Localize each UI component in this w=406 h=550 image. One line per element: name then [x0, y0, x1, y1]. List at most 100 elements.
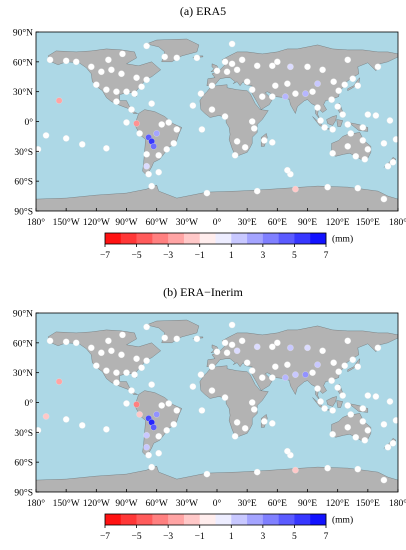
- station-marker: [243, 78, 251, 85]
- station-marker: [93, 81, 100, 88]
- colorbar-segment: [105, 514, 122, 525]
- station-marker: [241, 144, 249, 151]
- station-marker: [292, 371, 299, 378]
- lon-tick-label: 180°: [27, 498, 45, 509]
- station-marker: [374, 344, 382, 352]
- station-marker: [72, 58, 80, 66]
- station-marker: [354, 184, 362, 192]
- station-marker: [328, 96, 335, 103]
- lat-tick-label: 60°N: [13, 57, 33, 68]
- colorbar-segment: [262, 514, 279, 525]
- station-marker: [155, 168, 162, 176]
- station-marker: [193, 54, 201, 62]
- lon-tick-label: 0°: [213, 217, 222, 228]
- station-marker: [302, 371, 309, 378]
- station-marker: [223, 68, 231, 76]
- station-marker: [133, 74, 140, 81]
- lon-tick-label: 180°: [389, 498, 406, 509]
- station-marker: [248, 86, 256, 93]
- station-marker: [103, 426, 110, 433]
- station-marker: [344, 56, 351, 64]
- colorbar: −7 −5 −3 −1 1 3 5 7(mm): [100, 513, 353, 542]
- colorbar-segment: [231, 514, 248, 525]
- station-marker: [335, 368, 342, 375]
- station-marker: [55, 97, 63, 104]
- station-marker: [36, 146, 42, 153]
- panel-a-title: (a) ERA5: [179, 4, 227, 18]
- lon-tick-label: 90°W: [115, 498, 137, 509]
- landmass: [326, 115, 337, 126]
- station-marker: [261, 137, 268, 144]
- station-marker: [329, 150, 336, 157]
- lon-tick-label: 30°E: [238, 217, 257, 228]
- station-marker: [392, 417, 398, 424]
- colorbar-tick-label: 3: [260, 532, 265, 542]
- station-marker: [213, 348, 221, 356]
- lon-tick-label: 60°E: [268, 498, 287, 509]
- station-marker: [253, 468, 261, 476]
- station-marker: [389, 159, 397, 166]
- colorbar-tick-label: −7: [100, 251, 110, 261]
- colorbar-tick-label: −7: [100, 532, 110, 542]
- station-marker: [284, 166, 291, 174]
- station-marker: [372, 393, 380, 400]
- station-marker: [193, 335, 201, 343]
- station-marker: [197, 371, 205, 378]
- lon-tick-label: 120°W: [83, 498, 110, 509]
- station-marker: [221, 113, 229, 120]
- station-marker: [103, 145, 110, 152]
- colorbar-segment: [199, 514, 216, 525]
- landmass: [47, 48, 161, 114]
- station-marker: [344, 143, 351, 150]
- station-marker: [198, 407, 206, 414]
- station-marker: [334, 103, 341, 110]
- station-marker: [314, 361, 321, 368]
- station-marker: [72, 339, 80, 347]
- station-marker: [148, 100, 155, 107]
- station-marker: [287, 63, 294, 71]
- station-marker: [79, 141, 86, 148]
- station-marker: [238, 337, 246, 345]
- station-marker: [133, 355, 140, 362]
- station-marker: [389, 440, 397, 447]
- station-marker: [198, 126, 206, 133]
- station-marker: [155, 433, 162, 440]
- station-layer: [36, 321, 398, 484]
- station-marker: [113, 98, 120, 105]
- colorbar-segment: [168, 514, 185, 525]
- station-marker: [189, 383, 197, 390]
- station-marker: [233, 66, 241, 74]
- station-marker: [203, 189, 211, 197]
- station-marker: [334, 384, 341, 391]
- lon-tick-label: 120°W: [83, 217, 110, 228]
- station-marker: [123, 88, 130, 95]
- lat-tick-label: 30°N: [13, 368, 33, 379]
- lon-tick-label: 150°W: [53, 217, 80, 228]
- station-marker: [170, 421, 178, 428]
- colorbar-tick-label: 7: [324, 251, 329, 261]
- station-marker: [384, 443, 392, 451]
- station-marker: [339, 111, 346, 118]
- station-marker: [248, 367, 256, 374]
- station-marker: [113, 369, 120, 376]
- station-marker: [319, 347, 326, 355]
- station-marker: [143, 162, 150, 170]
- station-marker: [384, 162, 392, 170]
- lon-tick-label: 30°W: [176, 498, 198, 509]
- lon-tick-label: 180°: [27, 217, 45, 228]
- station-layer: [36, 40, 398, 203]
- station-marker: [143, 357, 150, 364]
- station-marker: [329, 431, 336, 438]
- colorbar-unit-label: (mm): [332, 234, 353, 245]
- lon-tick-label: 150°E: [356, 217, 380, 228]
- station-marker: [314, 104, 321, 111]
- station-marker: [261, 418, 268, 425]
- station-marker: [128, 106, 135, 113]
- station-marker: [208, 387, 216, 394]
- station-marker: [173, 335, 181, 343]
- station-marker: [62, 338, 70, 346]
- landmass-layer: [36, 319, 398, 492]
- station-marker: [113, 379, 120, 386]
- station-marker: [258, 93, 266, 100]
- station-marker: [138, 364, 145, 371]
